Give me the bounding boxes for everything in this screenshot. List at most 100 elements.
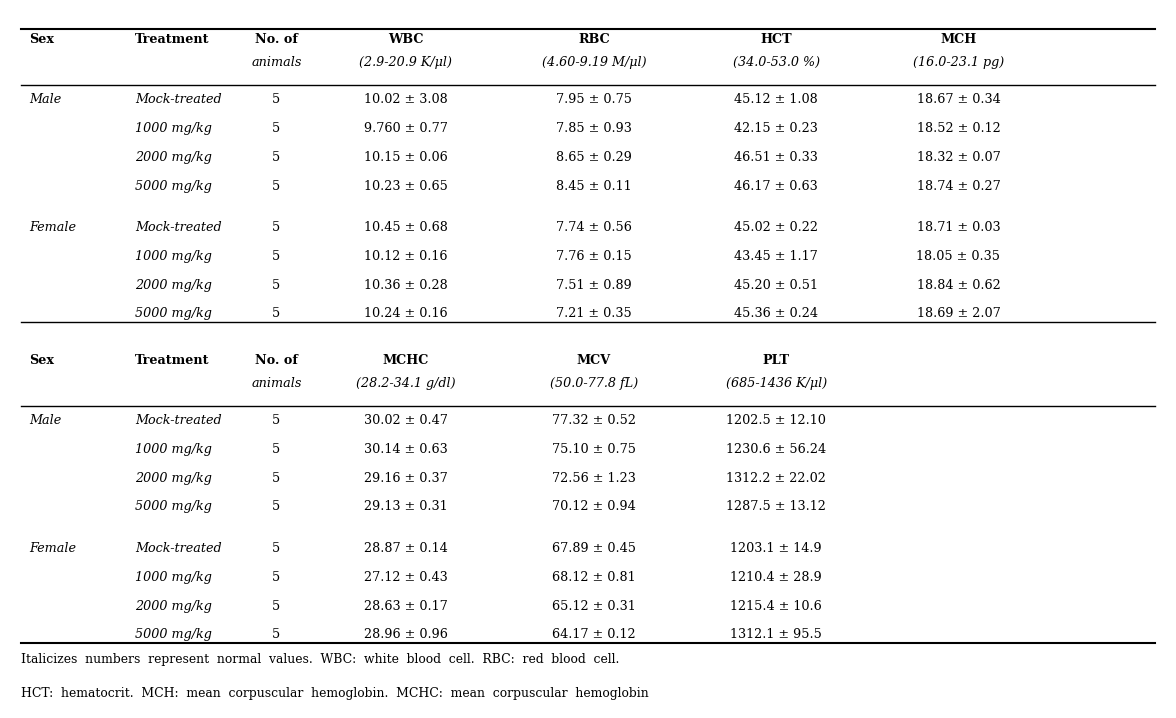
Text: 18.67 ± 0.34: 18.67 ± 0.34 [916, 93, 1001, 106]
Text: 10.23 ± 0.65: 10.23 ± 0.65 [363, 180, 448, 192]
Text: animals: animals [252, 56, 301, 69]
Text: 1312.2 ± 22.02: 1312.2 ± 22.02 [727, 472, 826, 485]
Text: 77.32 ± 0.52: 77.32 ± 0.52 [552, 414, 636, 427]
Text: 45.36 ± 0.24: 45.36 ± 0.24 [734, 307, 818, 320]
Text: 1210.4 ± 28.9: 1210.4 ± 28.9 [730, 571, 822, 584]
Text: RBC: RBC [579, 33, 609, 46]
Text: 46.17 ± 0.63: 46.17 ± 0.63 [734, 180, 818, 192]
Text: animals: animals [252, 377, 301, 390]
Text: 43.45 ± 1.17: 43.45 ± 1.17 [734, 250, 818, 263]
Text: 1215.4 ± 10.6: 1215.4 ± 10.6 [730, 600, 822, 612]
Text: 2000 mg/kg: 2000 mg/kg [135, 600, 212, 612]
Text: 9.760 ± 0.77: 9.760 ± 0.77 [363, 122, 448, 135]
Text: 18.84 ± 0.62: 18.84 ± 0.62 [916, 279, 1001, 292]
Text: 5: 5 [272, 151, 281, 164]
Text: 5: 5 [272, 180, 281, 192]
Text: 1202.5 ± 12.10: 1202.5 ± 12.10 [727, 414, 826, 427]
Text: Female: Female [29, 542, 76, 555]
Text: 1000 mg/kg: 1000 mg/kg [135, 250, 212, 263]
Text: 75.10 ± 0.75: 75.10 ± 0.75 [552, 443, 636, 456]
Text: (50.0-77.8 fL): (50.0-77.8 fL) [549, 377, 639, 390]
Text: No. of: No. of [255, 354, 298, 367]
Text: 5: 5 [272, 250, 281, 263]
Text: 5: 5 [272, 571, 281, 584]
Text: 10.36 ± 0.28: 10.36 ± 0.28 [363, 279, 448, 292]
Text: 7.21 ± 0.35: 7.21 ± 0.35 [556, 307, 632, 320]
Text: 10.24 ± 0.16: 10.24 ± 0.16 [363, 307, 448, 320]
Text: 68.12 ± 0.81: 68.12 ± 0.81 [552, 571, 636, 584]
Text: 5: 5 [272, 628, 281, 641]
Text: 46.51 ± 0.33: 46.51 ± 0.33 [734, 151, 818, 164]
Text: 18.32 ± 0.07: 18.32 ± 0.07 [916, 151, 1001, 164]
Text: 29.13 ± 0.31: 29.13 ± 0.31 [363, 500, 448, 513]
Text: 8.45 ± 0.11: 8.45 ± 0.11 [556, 180, 632, 192]
Text: 10.12 ± 0.16: 10.12 ± 0.16 [363, 250, 448, 263]
Text: 29.16 ± 0.37: 29.16 ± 0.37 [363, 472, 448, 485]
Text: 1000 mg/kg: 1000 mg/kg [135, 443, 212, 456]
Text: 1230.6 ± 56.24: 1230.6 ± 56.24 [726, 443, 827, 456]
Text: 5000 mg/kg: 5000 mg/kg [135, 500, 212, 513]
Text: 5: 5 [272, 279, 281, 292]
Text: Mock-treated: Mock-treated [135, 221, 222, 234]
Text: 27.12 ± 0.43: 27.12 ± 0.43 [363, 571, 448, 584]
Text: 5: 5 [272, 542, 281, 555]
Text: 67.89 ± 0.45: 67.89 ± 0.45 [552, 542, 636, 555]
Text: 45.12 ± 1.08: 45.12 ± 1.08 [734, 93, 818, 106]
Text: 18.52 ± 0.12: 18.52 ± 0.12 [916, 122, 1001, 135]
Text: 18.71 ± 0.03: 18.71 ± 0.03 [916, 221, 1001, 234]
Text: Mock-treated: Mock-treated [135, 414, 222, 427]
Text: 18.05 ± 0.35: 18.05 ± 0.35 [916, 250, 1001, 263]
Text: 5: 5 [272, 122, 281, 135]
Text: 64.17 ± 0.12: 64.17 ± 0.12 [552, 628, 636, 641]
Text: 28.87 ± 0.14: 28.87 ± 0.14 [363, 542, 448, 555]
Text: 5: 5 [272, 500, 281, 513]
Text: 1312.1 ± 95.5: 1312.1 ± 95.5 [730, 628, 822, 641]
Text: 45.02 ± 0.22: 45.02 ± 0.22 [734, 221, 818, 234]
Text: WBC: WBC [388, 33, 423, 46]
Text: 18.69 ± 2.07: 18.69 ± 2.07 [916, 307, 1001, 320]
Text: 70.12 ± 0.94: 70.12 ± 0.94 [552, 500, 636, 513]
Text: Mock-treated: Mock-treated [135, 93, 222, 106]
Text: MCHC: MCHC [382, 354, 429, 367]
Text: Male: Male [29, 414, 61, 427]
Text: (4.60-9.19 M/μl): (4.60-9.19 M/μl) [542, 56, 646, 69]
Text: 10.15 ± 0.06: 10.15 ± 0.06 [363, 151, 448, 164]
Text: 18.74 ± 0.27: 18.74 ± 0.27 [916, 180, 1001, 192]
Text: (2.9-20.9 K/μl): (2.9-20.9 K/μl) [359, 56, 453, 69]
Text: (16.0-23.1 pg): (16.0-23.1 pg) [913, 56, 1004, 69]
Text: 7.51 ± 0.89: 7.51 ± 0.89 [556, 279, 632, 292]
Text: 1203.1 ± 14.9: 1203.1 ± 14.9 [730, 542, 822, 555]
Text: MCH: MCH [941, 33, 976, 46]
Text: (28.2-34.1 g/dl): (28.2-34.1 g/dl) [356, 377, 455, 390]
Text: Treatment: Treatment [135, 354, 209, 367]
Text: Treatment: Treatment [135, 33, 209, 46]
Text: 10.45 ± 0.68: 10.45 ± 0.68 [363, 221, 448, 234]
Text: 5000 mg/kg: 5000 mg/kg [135, 628, 212, 641]
Text: 65.12 ± 0.31: 65.12 ± 0.31 [552, 600, 636, 612]
Text: 42.15 ± 0.23: 42.15 ± 0.23 [734, 122, 818, 135]
Text: Female: Female [29, 221, 76, 234]
Text: MCV: MCV [576, 354, 612, 367]
Text: 28.96 ± 0.96: 28.96 ± 0.96 [363, 628, 448, 641]
Text: 5: 5 [272, 414, 281, 427]
Text: 1287.5 ± 13.12: 1287.5 ± 13.12 [727, 500, 826, 513]
Text: 5: 5 [272, 307, 281, 320]
Text: 2000 mg/kg: 2000 mg/kg [135, 279, 212, 292]
Text: 28.63 ± 0.17: 28.63 ± 0.17 [363, 600, 448, 612]
Text: 5: 5 [272, 221, 281, 234]
Text: Sex: Sex [29, 354, 54, 367]
Text: 7.85 ± 0.93: 7.85 ± 0.93 [556, 122, 632, 135]
Text: HCT:  hematocrit.  MCH:  mean  corpuscular  hemoglobin.  MCHC:  mean  corpuscula: HCT: hematocrit. MCH: mean corpuscular h… [21, 687, 649, 700]
Text: 7.95 ± 0.75: 7.95 ± 0.75 [556, 93, 632, 106]
Text: 72.56 ± 1.23: 72.56 ± 1.23 [552, 472, 636, 485]
Text: HCT: HCT [761, 33, 791, 46]
Text: 5000 mg/kg: 5000 mg/kg [135, 180, 212, 192]
Text: 7.74 ± 0.56: 7.74 ± 0.56 [556, 221, 632, 234]
Text: PLT: PLT [763, 354, 789, 367]
Text: (685-1436 K/μl): (685-1436 K/μl) [726, 377, 827, 390]
Text: (34.0-53.0 %): (34.0-53.0 %) [733, 56, 820, 69]
Text: 5000 mg/kg: 5000 mg/kg [135, 307, 212, 320]
Text: 45.20 ± 0.51: 45.20 ± 0.51 [734, 279, 818, 292]
Text: No. of: No. of [255, 33, 298, 46]
Text: 8.65 ± 0.29: 8.65 ± 0.29 [556, 151, 632, 164]
